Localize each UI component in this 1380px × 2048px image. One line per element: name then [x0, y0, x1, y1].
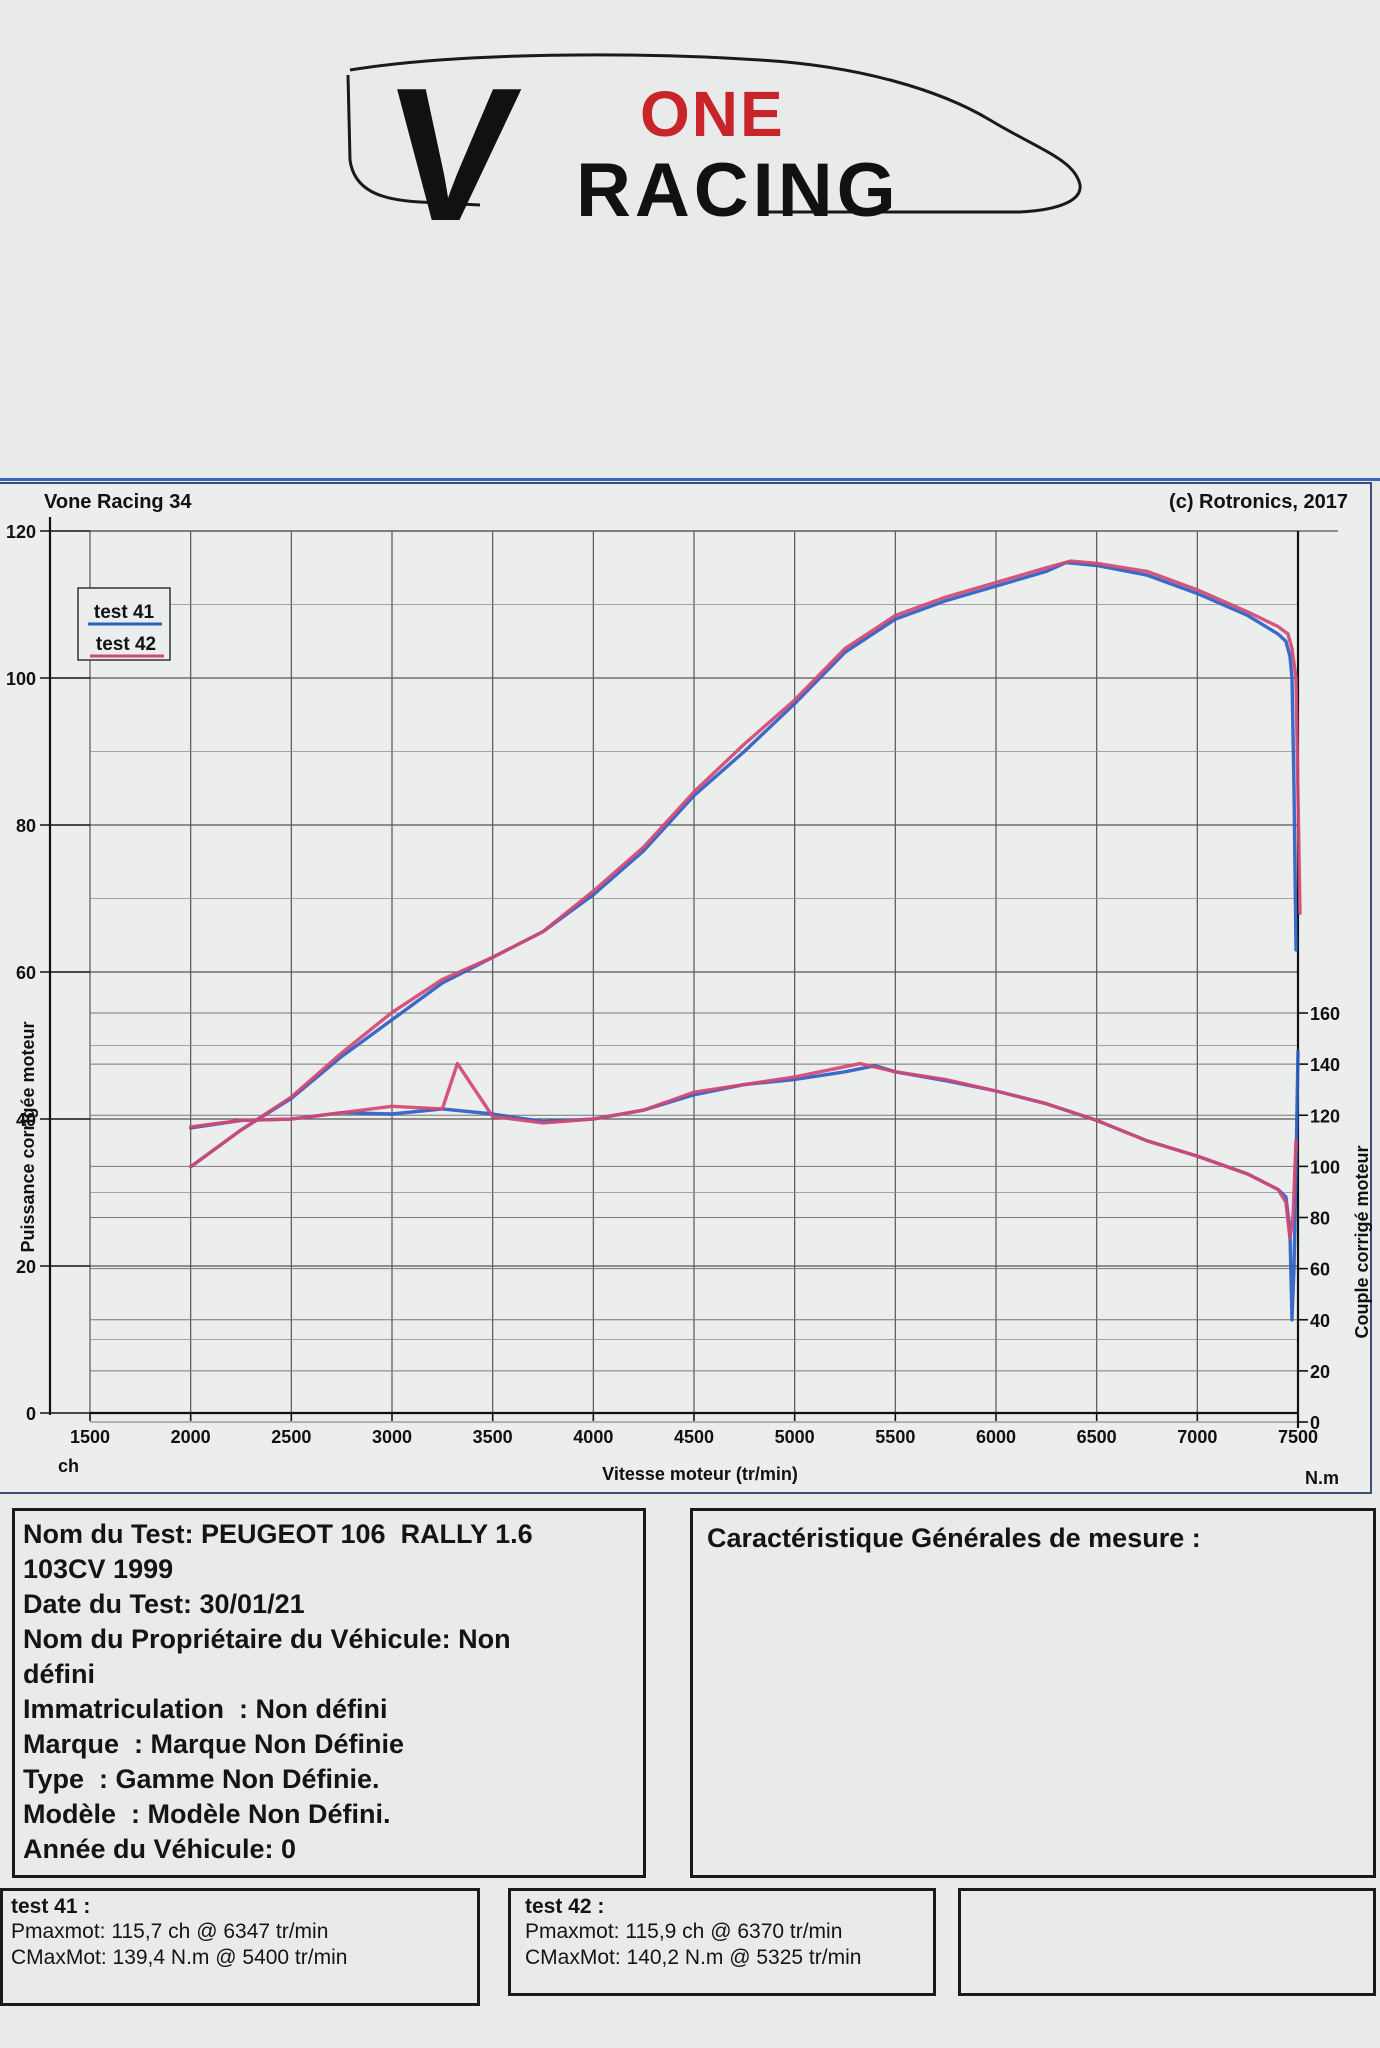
characteristics-title: Caractéristique Générales de mesure :: [707, 1523, 1201, 1553]
right-unit-label: N.m: [1305, 1468, 1339, 1488]
info-line-type: Type : Gamme Non Définie.: [23, 1764, 380, 1794]
test-42-title: test 42 :: [525, 1895, 605, 1918]
legend-label-test-41: test 41: [94, 602, 155, 623]
left-unit-label: ch: [58, 1456, 79, 1476]
right-tick-label: 140: [1310, 1055, 1340, 1075]
x-tick-label: 3000: [372, 1427, 412, 1447]
right-tick-label: 60: [1310, 1260, 1330, 1280]
info-line-year: Année du Véhicule: 0: [23, 1834, 297, 1864]
right-tick-label: 100: [1310, 1157, 1340, 1177]
x-tick-label: 5500: [875, 1427, 915, 1447]
series-torque-test-41: [188, 1049, 1300, 1322]
vone-racing-logo: V ONE RACING: [346, 50, 1082, 250]
x-tick-label: 3500: [473, 1427, 513, 1447]
chart-legend: test 41 test 42: [77, 587, 171, 661]
left-tick-label: 0: [26, 1404, 36, 1424]
left-tick-label: 20: [16, 1257, 36, 1277]
logo-v-letter: V: [378, 50, 527, 250]
left-tick-label: 40: [16, 1110, 36, 1130]
left-tick-label: 60: [16, 963, 36, 983]
info-line-owner-cont: défini: [23, 1659, 95, 1689]
chart-header-right: (c) Rotronics, 2017: [1169, 491, 1348, 513]
y-left-axis-label: Puissance corrigée moteur: [18, 1021, 38, 1252]
test-41-cmax: CMaxMot: 139,4 N.m @ 5400 tr/min: [11, 1946, 348, 1969]
info-line-owner: Nom du Propriétaire du Véhicule: Non: [23, 1624, 511, 1654]
sheet-top-rule: [0, 478, 1380, 481]
right-tick-label: 160: [1310, 1004, 1340, 1024]
x-axis-label: Vitesse moteur (tr/min): [602, 1464, 798, 1484]
logo-one-word: ONE: [640, 78, 785, 150]
left-tick-label: 100: [6, 669, 36, 689]
dyno-chart: Vone Racing 34 (c) Rotronics, 2017 0 20 40…: [6, 491, 1372, 1488]
test-41-results-box: test 41 : Pmaxmot: 115,7 ch @ 6347 tr/mi…: [0, 1888, 480, 2006]
legend-label-test-42: test 42: [96, 634, 156, 655]
chart-header-left: Vone Racing 34: [44, 491, 192, 513]
car-silhouette-outline: [346, 53, 1082, 214]
left-tick-label: 80: [16, 816, 36, 836]
info-line-registration: Immatriculation : Non défini: [23, 1694, 388, 1724]
info-line-model: Modèle : Modèle Non Défini.: [23, 1799, 391, 1829]
x-tick-label: 7000: [1177, 1427, 1217, 1447]
test-42-cmax: CMaxMot: 140,2 N.m @ 5325 tr/min: [525, 1946, 862, 1969]
x-tick-label: 1500: [70, 1427, 110, 1447]
series-power-test-41: [188, 560, 1298, 1169]
test-41-title: test 41 :: [11, 1895, 91, 1918]
right-tick-label: 40: [1310, 1311, 1330, 1331]
test-42-results-box: test 42 : Pmaxmot: 115,9 ch @ 6370 tr/mi…: [508, 1888, 936, 1996]
info-line-brand: Marque : Marque Non Définie: [23, 1729, 405, 1759]
x-tick-label: 2000: [171, 1427, 211, 1447]
x-tick-label: 5000: [775, 1427, 815, 1447]
series-power-test-42: [188, 559, 1302, 1169]
right-tick-label: 0: [1310, 1413, 1320, 1433]
test-info-box: Nom du Test: PEUGEOT 106 RALLY 1.6 103CV…: [12, 1508, 646, 1878]
y-right-axis-label: Couple corrigé moteur: [1352, 1145, 1372, 1338]
x-axis-ticks: 1500 2000 2500 3000 3500 4000 4500 5000 5500 6000…: [70, 1413, 1318, 1447]
x-tick-label: 4500: [674, 1427, 714, 1447]
x-tick-label: 4000: [573, 1427, 613, 1447]
measurement-characteristics-box: Caractéristique Générales de mesure :: [690, 1508, 1376, 1878]
chart-grid: [89, 530, 1299, 1423]
chart-series: [188, 559, 1302, 1322]
test-41-pmax: Pmaxmot: 115,7 ch @ 6347 tr/min: [11, 1920, 329, 1943]
right-tick-label: 80: [1310, 1209, 1330, 1229]
series-torque-test-42: [188, 1061, 1298, 1240]
right-tick-label: 120: [1310, 1106, 1340, 1126]
info-line-date: Date du Test: 30/01/21: [23, 1589, 305, 1619]
right-tick-label: 20: [1310, 1362, 1330, 1382]
empty-results-box: [958, 1888, 1376, 1996]
x-tick-label: 7500: [1278, 1427, 1318, 1447]
x-tick-label: 6000: [976, 1427, 1016, 1447]
x-tick-label: 6500: [1077, 1427, 1117, 1447]
left-tick-label: 120: [6, 522, 36, 542]
info-line-test-name: Nom du Test: PEUGEOT 106 RALLY 1.6: [23, 1519, 533, 1549]
left-axis-ticks: 0 20 40 60 80 100 120: [6, 522, 90, 1424]
right-axis-ticks: 0 20 40 60 80 100 120 140 160: [1298, 1004, 1340, 1433]
x-tick-label: 2500: [271, 1427, 311, 1447]
logo-racing-word: RACING: [576, 148, 900, 233]
test-42-pmax: Pmaxmot: 115,9 ch @ 6370 tr/min: [525, 1920, 843, 1943]
chart-frame: [0, 482, 1372, 1494]
info-line-test-name-cont: 103CV 1999: [23, 1554, 174, 1584]
